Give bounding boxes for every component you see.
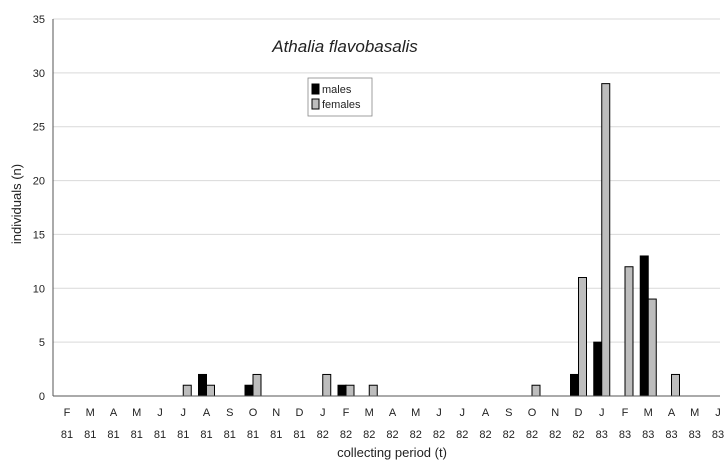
males-bar [244,384,254,397]
females-bar [182,384,192,397]
x-tick-year: 83 [596,429,608,441]
y-tick-label: 20 [33,176,45,188]
x-tick-month: A [389,407,397,419]
x-tick-year: 81 [61,429,73,441]
x-tick-year: 81 [224,429,236,441]
x-tick-year: 82 [572,429,584,441]
x-tick-month: J [157,407,163,419]
x-tick-year: 81 [293,429,305,441]
x-tick-year: 82 [433,429,445,441]
x-tick-year: 81 [154,429,166,441]
x-tick-month: M [132,407,141,419]
x-tick-year: 82 [363,429,375,441]
x-tick-year: 82 [317,429,329,441]
x-tick-month: J [460,407,466,419]
x-tick-month: A [482,407,490,419]
x-tick-year: 81 [84,429,96,441]
x-tick-year: 81 [131,429,143,441]
males-bar [198,373,207,397]
males-legend-label: males [322,84,352,96]
legend: males females [307,77,373,117]
females-bar [601,83,611,397]
females-bar [252,373,262,397]
x-tick-year: 82 [386,429,398,441]
x-tick-year: 83 [665,429,677,441]
x-tick-year: 82 [479,429,491,441]
females-bar [345,384,355,397]
x-tick-year: 81 [200,429,212,441]
males-legend-swatch [311,83,320,95]
y-axis-title: individuals (n) [9,164,24,244]
x-tick-month: D [575,407,583,419]
x-tick-year: 82 [526,429,538,441]
females-bar [322,373,332,397]
y-tick-label: 30 [33,68,45,80]
females-legend-label: females [322,99,361,111]
x-tick-month: J [715,407,721,419]
x-tick-year: 82 [340,429,352,441]
x-tick-month: A [203,407,211,419]
y-tick-label: 15 [33,229,45,241]
x-tick-month: F [343,407,350,419]
x-tick-month: N [551,407,559,419]
x-tick-year: 82 [549,429,561,441]
bars [182,83,680,397]
x-tick-month: N [272,407,280,419]
x-tick-month: M [644,407,653,419]
y-axis-ticks: 0 5 10 15 20 25 30 35 [33,14,45,403]
x-tick-year: 83 [642,429,654,441]
x-tick-month: S [226,407,233,419]
x-tick-year: 82 [503,429,515,441]
females-bar [531,384,541,397]
males-bar [593,341,603,397]
x-tick-month: J [436,407,442,419]
x-tick-month: M [690,407,699,419]
y-tick-label: 25 [33,122,45,134]
females-bar [206,384,215,397]
x-tick-year: 82 [456,429,468,441]
x-tick-year: 83 [619,429,631,441]
x-tick-month: S [505,407,512,419]
x-tick-year: 83 [689,429,701,441]
x-tick-month: J [181,407,187,419]
x-tick-year: 83 [712,429,724,441]
males-bar [570,373,579,397]
x-tick-month: F [64,407,71,419]
x-tick-month: O [249,407,258,419]
x-tick-month: M [86,407,95,419]
x-axis-ticks: F 81 M 81 A 81 M 81 J 81 J 81 A 81 S 81 O 81 N 81 D 81 J 82 F 82 M… [61,407,724,441]
females-bar [368,384,378,397]
x-tick-month: A [110,407,118,419]
x-tick-month: J [599,407,605,419]
females-bar [647,298,657,397]
y-tick-label: 0 [39,391,45,403]
males-bar [337,384,347,397]
x-tick-month: M [411,407,420,419]
x-tick-month: J [320,407,326,419]
x-tick-year: 82 [410,429,422,441]
females-bar [578,277,587,397]
x-tick-month: O [528,407,537,419]
y-tick-label: 5 [39,337,45,349]
x-tick-month: D [296,407,304,419]
y-tick-label: 35 [33,14,45,26]
x-tick-year: 81 [177,429,189,441]
x-tick-month: A [668,407,676,419]
y-tick-label: 10 [33,283,45,295]
females-legend-swatch [311,98,320,110]
males-bar [639,255,649,397]
x-tick-year: 81 [247,429,259,441]
x-tick-year: 81 [107,429,119,441]
x-tick-month: F [622,407,629,419]
x-axis-title: collecting period (t) [337,445,447,460]
x-tick-year: 81 [270,429,282,441]
gridlines [53,18,720,397]
chart-title: Athalia flavobasalis [271,37,418,56]
x-tick-month: M [365,407,374,419]
females-bar [624,266,634,397]
females-bar [671,373,680,397]
axes [52,19,720,397]
